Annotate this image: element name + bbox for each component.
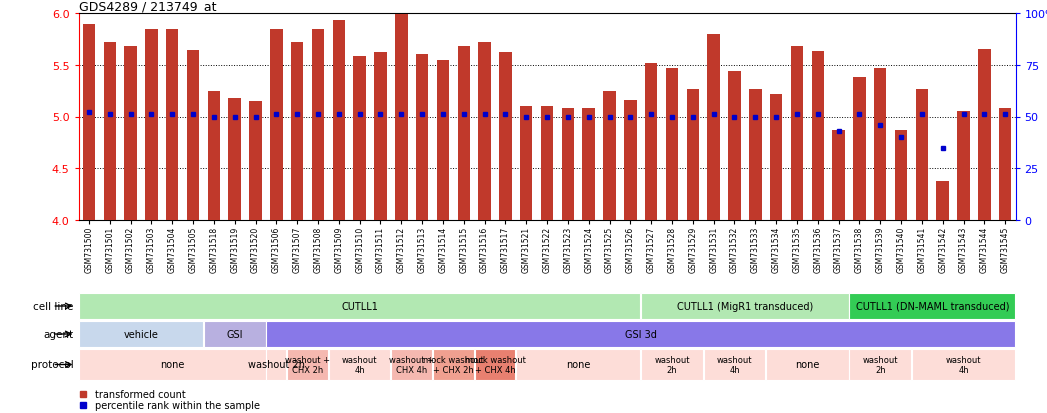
Bar xyxy=(520,107,533,221)
Bar xyxy=(474,349,515,380)
Bar xyxy=(749,89,761,221)
Bar xyxy=(270,29,283,221)
Text: CUTLL1: CUTLL1 xyxy=(341,301,378,311)
Bar xyxy=(207,91,220,221)
Bar xyxy=(957,112,970,221)
Bar xyxy=(329,349,391,380)
Text: CUTLL1 (MigR1 transduced): CUTLL1 (MigR1 transduced) xyxy=(676,301,814,311)
Text: mock washout
+ CHX 4h: mock washout + CHX 4h xyxy=(465,355,526,374)
Bar xyxy=(849,349,911,380)
Bar xyxy=(516,349,641,380)
Text: none: none xyxy=(160,360,184,370)
Bar xyxy=(603,91,616,221)
Bar xyxy=(895,131,908,221)
Bar xyxy=(228,99,241,221)
Bar xyxy=(916,89,928,221)
Bar xyxy=(832,131,845,221)
Bar xyxy=(266,321,1016,348)
Text: CUTLL1 (DN-MAML transduced): CUTLL1 (DN-MAML transduced) xyxy=(855,301,1009,311)
Bar xyxy=(186,51,199,221)
Bar xyxy=(912,349,1016,380)
Text: washout
4h: washout 4h xyxy=(342,355,377,374)
Text: none: none xyxy=(795,360,820,370)
Text: cell line: cell line xyxy=(32,301,73,311)
Bar xyxy=(374,53,386,221)
Bar xyxy=(874,69,887,221)
Bar xyxy=(561,109,574,221)
Bar xyxy=(433,349,473,380)
Bar xyxy=(770,95,782,221)
Text: GDS4289 / 213749_at: GDS4289 / 213749_at xyxy=(79,0,216,13)
Bar xyxy=(624,101,637,221)
Bar xyxy=(291,43,304,221)
Bar xyxy=(266,349,286,380)
Bar xyxy=(687,89,699,221)
Bar xyxy=(641,293,848,320)
Bar xyxy=(541,107,553,221)
Bar xyxy=(395,15,407,221)
Bar xyxy=(166,29,178,221)
Bar xyxy=(666,69,678,221)
Bar xyxy=(729,72,740,221)
Bar xyxy=(478,43,491,221)
Bar xyxy=(582,109,595,221)
Bar xyxy=(999,109,1011,221)
Bar xyxy=(204,321,266,348)
Bar xyxy=(645,64,658,221)
Text: percentile rank within the sample: percentile rank within the sample xyxy=(95,401,261,411)
Bar xyxy=(458,47,470,221)
Text: washout
4h: washout 4h xyxy=(717,355,752,374)
Bar xyxy=(853,78,866,221)
Bar xyxy=(104,43,116,221)
Bar xyxy=(249,102,262,221)
Bar xyxy=(641,349,703,380)
Bar xyxy=(849,293,1016,320)
Text: vehicle: vehicle xyxy=(124,329,158,339)
Bar xyxy=(287,349,328,380)
Bar xyxy=(766,349,848,380)
Bar xyxy=(499,53,512,221)
Text: mock washout
+ CHX 2h: mock washout + CHX 2h xyxy=(423,355,484,374)
Bar xyxy=(79,321,203,348)
Bar xyxy=(704,349,765,380)
Bar xyxy=(125,47,137,221)
Text: washout
2h: washout 2h xyxy=(863,355,898,374)
Bar xyxy=(790,47,803,221)
Text: agent: agent xyxy=(43,329,73,339)
Bar xyxy=(392,349,432,380)
Bar xyxy=(79,349,266,380)
Text: washout +
CHX 4h: washout + CHX 4h xyxy=(389,355,435,374)
Bar xyxy=(978,50,990,221)
Bar xyxy=(437,60,449,221)
Text: washout
2h: washout 2h xyxy=(654,355,690,374)
Bar xyxy=(312,29,325,221)
Bar xyxy=(83,25,95,221)
Text: transformed count: transformed count xyxy=(95,389,186,399)
Bar xyxy=(146,29,158,221)
Text: GSI: GSI xyxy=(226,329,243,339)
Bar xyxy=(936,181,949,221)
Bar xyxy=(79,293,641,320)
Text: washout
4h: washout 4h xyxy=(945,355,981,374)
Bar xyxy=(416,55,428,221)
Bar xyxy=(333,21,346,221)
Bar xyxy=(354,57,365,221)
Text: washout 2h: washout 2h xyxy=(248,360,305,370)
Text: none: none xyxy=(566,360,591,370)
Text: protocol: protocol xyxy=(30,360,73,370)
Bar xyxy=(811,52,824,221)
Text: washout +
CHX 2h: washout + CHX 2h xyxy=(285,355,330,374)
Text: GSI 3d: GSI 3d xyxy=(625,329,656,339)
Bar xyxy=(708,35,720,221)
